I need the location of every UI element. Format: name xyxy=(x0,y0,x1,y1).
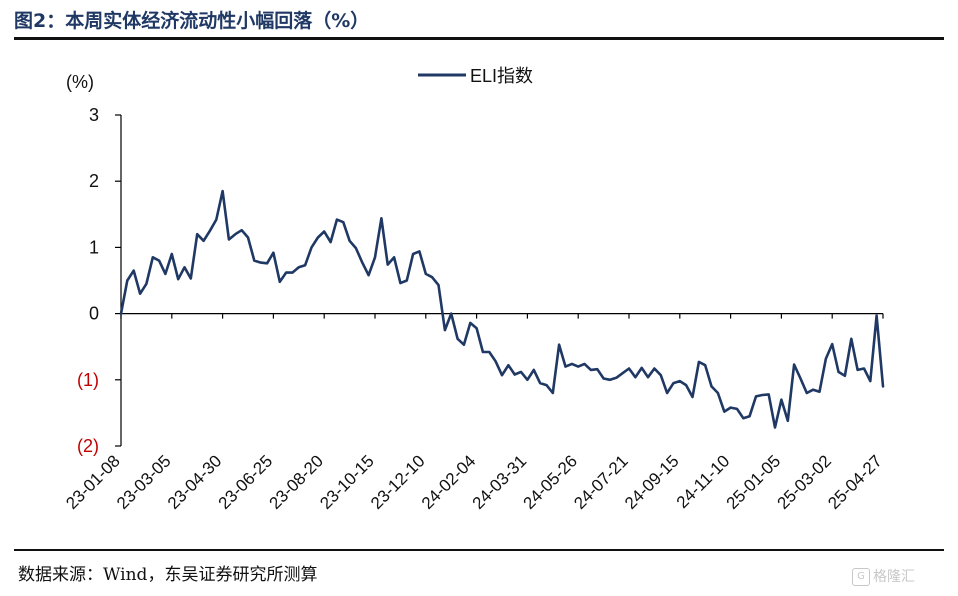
y-tick-label: 3 xyxy=(89,105,99,125)
y-tick-label: (1) xyxy=(77,370,99,390)
x-tick-label: 25-01-05 xyxy=(723,451,785,513)
x-tick-label: 23-06-25 xyxy=(215,451,277,513)
plot-area xyxy=(119,189,885,429)
bottom-rule xyxy=(14,549,944,551)
x-tick-label: 24-02-04 xyxy=(418,451,480,513)
x-tick-label: 24-07-21 xyxy=(570,451,632,513)
watermark-text: 格隆汇 xyxy=(873,569,915,585)
x-tick-label: 23-04-30 xyxy=(164,451,226,513)
series-line-eli xyxy=(119,189,885,429)
y-tick-label: 0 xyxy=(89,304,99,324)
y-axis: 3 2 1 0 (1) (2) xyxy=(77,105,122,456)
y-tick-label: 1 xyxy=(89,237,99,257)
x-tick-label: 24-09-15 xyxy=(621,451,683,513)
x-axis: 23-01-0823-03-0523-04-3023-06-2523-08-20… xyxy=(62,313,886,513)
source-note: 数据来源：Wind，东吴证券研究所测算 xyxy=(18,565,318,585)
x-tick-label: 24-11-10 xyxy=(673,451,734,512)
y-tick-label: (2) xyxy=(77,436,99,456)
x-tick-label: 23-12-10 xyxy=(367,451,429,513)
watermark-logo-icon: G xyxy=(852,568,870,586)
x-tick-label: 24-03-31 xyxy=(469,451,531,513)
x-tick-label: 23-10-15 xyxy=(316,451,378,513)
legend-label: ELI指数 xyxy=(470,66,533,86)
top-rule xyxy=(14,37,944,40)
watermark: G 格隆汇 xyxy=(852,566,915,586)
x-tick-label: 24-05-26 xyxy=(519,451,581,513)
y-tick-label: 2 xyxy=(89,171,99,191)
x-tick-label: 25-04-27 xyxy=(824,451,886,513)
y-axis-unit-label: (%) xyxy=(66,72,94,92)
x-tick-label: 23-01-08 xyxy=(62,451,124,513)
x-tick-label: 25-03-02 xyxy=(773,451,835,513)
x-tick-label: 23-03-05 xyxy=(113,451,175,513)
x-tick-label: 23-08-20 xyxy=(265,451,327,513)
chart-title: 图2：本周实体经济流动性小幅回落（%） xyxy=(14,10,370,32)
legend: ELI指数 xyxy=(418,66,533,86)
